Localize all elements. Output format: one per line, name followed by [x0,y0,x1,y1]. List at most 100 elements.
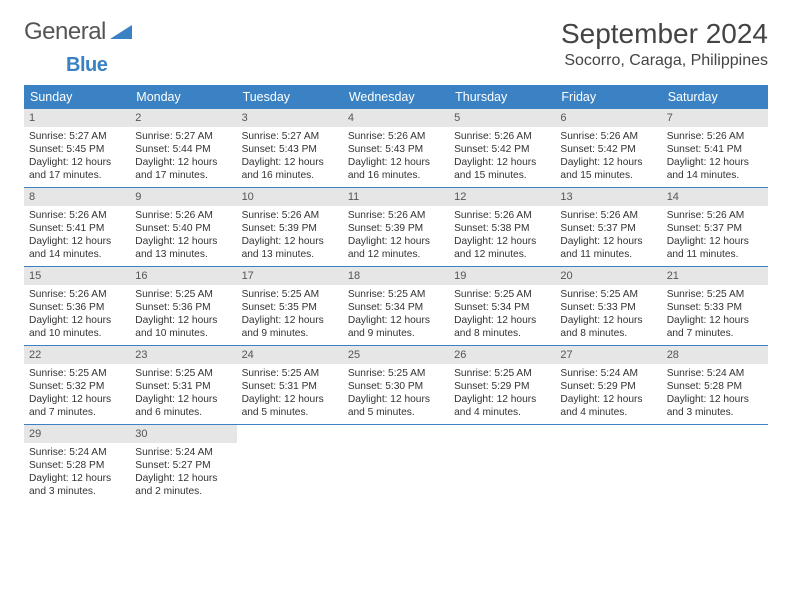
day-body: Sunrise: 5:26 AMSunset: 5:42 PMDaylight:… [555,127,661,186]
sunrise-text: Sunrise: 5:26 AM [560,209,656,222]
day-number: 25 [343,346,449,364]
sunrise-text: Sunrise: 5:26 AM [667,130,763,143]
sunset-text: Sunset: 5:35 PM [242,301,338,314]
daylight-text: Daylight: 12 hours [667,235,763,248]
day-body: Sunrise: 5:24 AMSunset: 5:28 PMDaylight:… [24,443,130,502]
sunrise-text: Sunrise: 5:27 AM [29,130,125,143]
day-body: Sunrise: 5:25 AMSunset: 5:31 PMDaylight:… [237,364,343,423]
daylight-text: Daylight: 12 hours [667,393,763,406]
daylight-text: and 8 minutes. [454,327,550,340]
day-cell: 10Sunrise: 5:26 AMSunset: 5:39 PMDayligh… [237,188,343,266]
day-number: 10 [237,188,343,206]
daylight-text: and 9 minutes. [348,327,444,340]
day-body: Sunrise: 5:26 AMSunset: 5:37 PMDaylight:… [662,206,768,265]
month-title: September 2024 [561,18,768,50]
day-cell: 4Sunrise: 5:26 AMSunset: 5:43 PMDaylight… [343,109,449,187]
day-cell: 30Sunrise: 5:24 AMSunset: 5:27 PMDayligh… [130,425,236,503]
daylight-text: Daylight: 12 hours [135,156,231,169]
day-number: 12 [449,188,555,206]
sunset-text: Sunset: 5:37 PM [560,222,656,235]
daylight-text: Daylight: 12 hours [348,235,444,248]
sunrise-text: Sunrise: 5:27 AM [135,130,231,143]
day-body: Sunrise: 5:24 AMSunset: 5:27 PMDaylight:… [130,443,236,502]
sunrise-text: Sunrise: 5:26 AM [454,209,550,222]
sunset-text: Sunset: 5:28 PM [667,380,763,393]
sunrise-text: Sunrise: 5:25 AM [348,367,444,380]
daylight-text: Daylight: 12 hours [667,314,763,327]
daylight-text: Daylight: 12 hours [135,472,231,485]
day-number: 30 [130,425,236,443]
daylight-text: Daylight: 12 hours [29,393,125,406]
daylight-text: Daylight: 12 hours [454,314,550,327]
day-body: Sunrise: 5:27 AMSunset: 5:45 PMDaylight:… [24,127,130,186]
day-number: 13 [555,188,661,206]
day-cell: 15Sunrise: 5:26 AMSunset: 5:36 PMDayligh… [24,267,130,345]
daylight-text: and 11 minutes. [667,248,763,261]
daylight-text: Daylight: 12 hours [454,393,550,406]
day-cell: 9Sunrise: 5:26 AMSunset: 5:40 PMDaylight… [130,188,236,266]
daylight-text: Daylight: 12 hours [348,393,444,406]
sunset-text: Sunset: 5:39 PM [242,222,338,235]
daylight-text: Daylight: 12 hours [560,156,656,169]
day-body: Sunrise: 5:25 AMSunset: 5:30 PMDaylight:… [343,364,449,423]
sunset-text: Sunset: 5:38 PM [454,222,550,235]
week-row: 1Sunrise: 5:27 AMSunset: 5:45 PMDaylight… [24,109,768,188]
sunset-text: Sunset: 5:31 PM [242,380,338,393]
day-number: 17 [237,267,343,285]
day-cell: 26Sunrise: 5:25 AMSunset: 5:29 PMDayligh… [449,346,555,424]
sunrise-text: Sunrise: 5:26 AM [29,288,125,301]
day-cell: 21Sunrise: 5:25 AMSunset: 5:33 PMDayligh… [662,267,768,345]
sunset-text: Sunset: 5:34 PM [348,301,444,314]
sunset-text: Sunset: 5:33 PM [560,301,656,314]
daylight-text: Daylight: 12 hours [242,235,338,248]
daylight-text: Daylight: 12 hours [348,156,444,169]
day-label: Sunday [24,85,130,109]
daylight-text: Daylight: 12 hours [454,156,550,169]
week-row: 29Sunrise: 5:24 AMSunset: 5:28 PMDayligh… [24,425,768,503]
logo: General [24,18,132,46]
day-cell: 2Sunrise: 5:27 AMSunset: 5:44 PMDaylight… [130,109,236,187]
daylight-text: and 13 minutes. [242,248,338,261]
daylight-text: and 15 minutes. [560,169,656,182]
day-body: Sunrise: 5:25 AMSunset: 5:29 PMDaylight:… [449,364,555,423]
day-cell: 12Sunrise: 5:26 AMSunset: 5:38 PMDayligh… [449,188,555,266]
daylight-text: and 3 minutes. [29,485,125,498]
day-number: 7 [662,109,768,127]
daylight-text: and 8 minutes. [560,327,656,340]
location-text: Socorro, Caraga, Philippines [561,52,768,70]
day-label: Saturday [662,85,768,109]
day-body: Sunrise: 5:26 AMSunset: 5:38 PMDaylight:… [449,206,555,265]
sunrise-text: Sunrise: 5:26 AM [348,130,444,143]
daylight-text: and 6 minutes. [135,406,231,419]
day-number: 28 [662,346,768,364]
sunset-text: Sunset: 5:34 PM [454,301,550,314]
sunset-text: Sunset: 5:36 PM [135,301,231,314]
sunset-text: Sunset: 5:27 PM [135,459,231,472]
daylight-text: and 9 minutes. [242,327,338,340]
sunset-text: Sunset: 5:41 PM [29,222,125,235]
day-label: Monday [130,85,236,109]
day-number: 21 [662,267,768,285]
daylight-text: and 4 minutes. [560,406,656,419]
day-cell: 25Sunrise: 5:25 AMSunset: 5:30 PMDayligh… [343,346,449,424]
sunrise-text: Sunrise: 5:24 AM [560,367,656,380]
day-number: 22 [24,346,130,364]
sunset-text: Sunset: 5:41 PM [667,143,763,156]
day-cell: 8Sunrise: 5:26 AMSunset: 5:41 PMDaylight… [24,188,130,266]
sunrise-text: Sunrise: 5:25 AM [348,288,444,301]
sunset-text: Sunset: 5:29 PM [454,380,550,393]
day-number: 11 [343,188,449,206]
sunset-text: Sunset: 5:30 PM [348,380,444,393]
day-cell: 3Sunrise: 5:27 AMSunset: 5:43 PMDaylight… [237,109,343,187]
day-body: Sunrise: 5:25 AMSunset: 5:36 PMDaylight:… [130,285,236,344]
daylight-text: and 12 minutes. [454,248,550,261]
daylight-text: and 11 minutes. [560,248,656,261]
day-label: Thursday [449,85,555,109]
day-label: Wednesday [343,85,449,109]
week-row: 22Sunrise: 5:25 AMSunset: 5:32 PMDayligh… [24,346,768,425]
daylight-text: Daylight: 12 hours [29,235,125,248]
daylight-text: Daylight: 12 hours [667,156,763,169]
empty-cell [555,425,661,503]
day-label: Friday [555,85,661,109]
sunrise-text: Sunrise: 5:24 AM [667,367,763,380]
